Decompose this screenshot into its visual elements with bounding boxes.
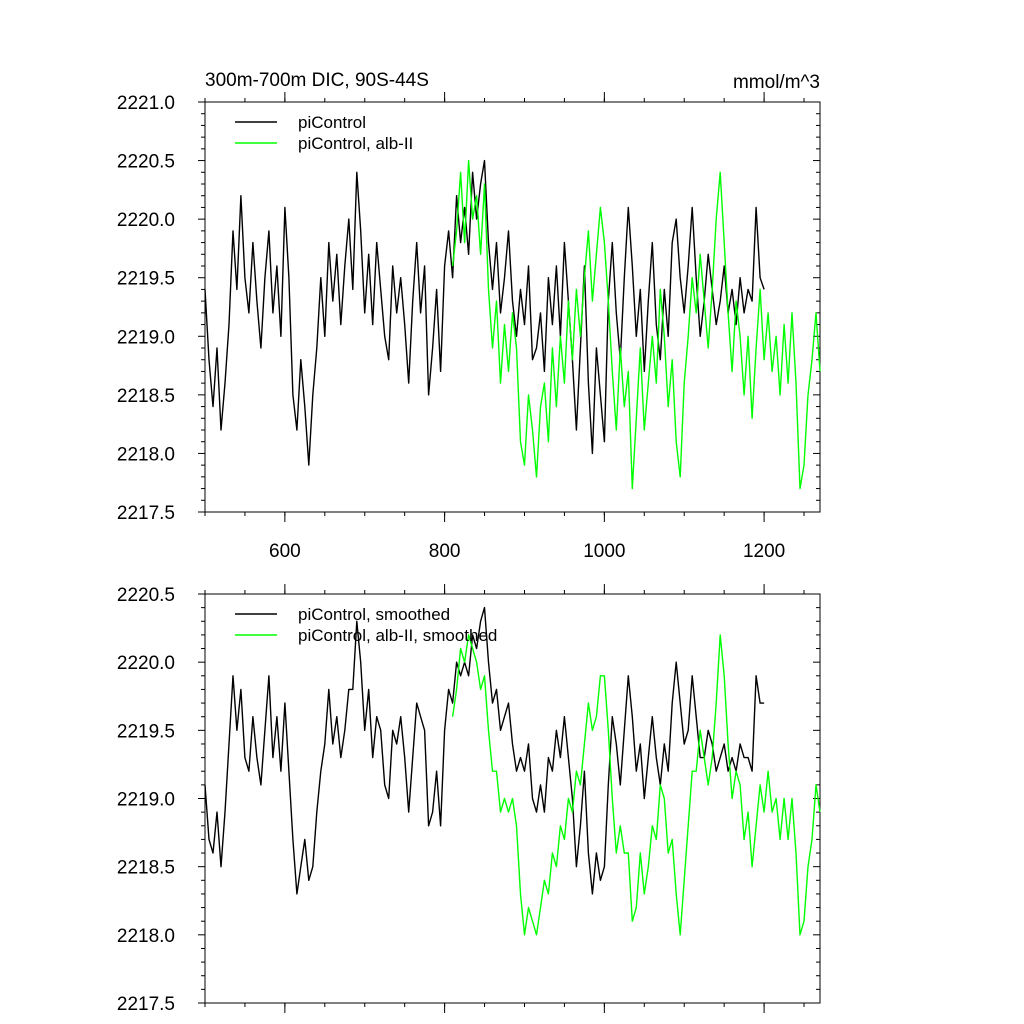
y-tick-label: 2219.0 [117,790,175,811]
legend-label: piControl, smoothed [298,605,450,624]
x-tick-label: 1000 [583,541,625,562]
x-tick-label: 1200 [743,541,785,562]
chart-title: 300m-700m DIC, 90S-44S [205,70,429,91]
bottom-panel: 2217.5 2218.0 2218.5 2219.0 2219.5 2220.0 2220… [117,584,821,1015]
y-tick-label: 2218.0 [117,444,175,465]
y-tick-label: 2220.0 [117,210,175,231]
units-label: mmol/m^3 [733,72,820,93]
y-tick-label: 2217.5 [117,994,175,1015]
y-tick-label: 2217.5 [117,503,175,524]
y-tick-label: 2220.5 [117,152,175,173]
series-line-picontrol [204,159,765,466]
x-tick-label: 600 [269,541,301,562]
x-tick-label: 800 [429,541,461,562]
top-panel: 300m-700m DIC, 90S-44S mmol/m^3 2217.5 2218… [117,70,821,562]
y-tick-label: 2218.0 [117,926,175,947]
y-tick-label: 2220.5 [117,585,175,606]
legend-label: piControl, alb-II, smoothed [298,626,497,645]
series-line-picontrol-smoothed [204,606,765,895]
y-tick-label: 2218.5 [117,386,175,407]
y-tick-label: 2219.5 [117,269,175,290]
series-line-picontrol-alb-ii-smoothed [451,634,821,936]
legend-label: piControl, alb-II [298,134,413,153]
y-tick-label: 2218.5 [117,858,175,879]
legend-label: piControl [298,113,366,132]
y-tick-label: 2219.0 [117,327,175,348]
y-tick-label: 2219.5 [117,721,175,742]
series-line-picontrol-alb-ii [451,159,821,490]
y-tick-label: 2221.0 [117,93,175,114]
y-tick-label: 2220.0 [117,653,175,674]
plot-frame [204,101,821,513]
